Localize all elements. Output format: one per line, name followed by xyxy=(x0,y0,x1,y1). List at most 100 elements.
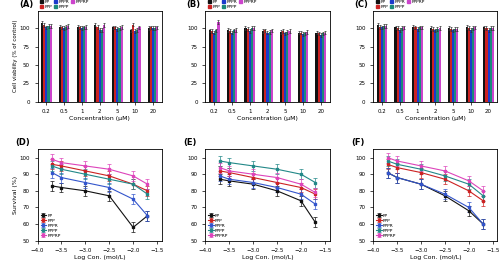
X-axis label: Concentration (μM): Concentration (μM) xyxy=(69,116,130,121)
Bar xyxy=(235,30,238,102)
Bar xyxy=(43,25,46,102)
Bar xyxy=(264,31,266,102)
Bar xyxy=(386,26,388,102)
Bar xyxy=(233,31,235,102)
Bar xyxy=(474,27,476,102)
Bar xyxy=(300,33,302,102)
Bar xyxy=(132,24,134,102)
Bar xyxy=(114,27,116,102)
Bar xyxy=(416,29,418,102)
Bar xyxy=(488,30,490,102)
Bar xyxy=(148,28,150,102)
Bar xyxy=(156,27,158,102)
Bar xyxy=(248,31,251,102)
Bar xyxy=(282,31,284,102)
Text: (D): (D) xyxy=(15,139,30,148)
Bar xyxy=(226,30,229,102)
Bar xyxy=(94,24,96,102)
Bar xyxy=(381,27,383,102)
Bar xyxy=(50,26,51,102)
Bar xyxy=(63,28,65,102)
Bar xyxy=(376,25,379,102)
Text: (E): (E) xyxy=(183,139,196,148)
Bar xyxy=(59,27,61,102)
Bar xyxy=(452,31,454,102)
Bar xyxy=(211,31,213,102)
Bar xyxy=(229,31,231,102)
Bar xyxy=(468,28,470,102)
Bar xyxy=(316,33,318,102)
Bar xyxy=(288,31,290,102)
Bar xyxy=(324,33,326,102)
Bar xyxy=(251,28,253,102)
Bar xyxy=(154,28,156,102)
Bar xyxy=(266,33,268,102)
Bar xyxy=(302,34,304,102)
Legend: FP, FPP, FPPR, FPPP, FPPRP: FP, FPP, FPPR, FPPP, FPPRP xyxy=(40,213,62,239)
Bar xyxy=(456,29,458,102)
Bar xyxy=(103,25,105,102)
Bar xyxy=(83,27,85,102)
Legend: FP, FPP, FPPR, FPPP, FPPRP: FP, FPP, FPPR, FPPP, FPPRP xyxy=(40,0,90,9)
Bar xyxy=(492,28,494,102)
Text: (C): (C) xyxy=(354,0,368,9)
Bar xyxy=(486,28,488,102)
Bar xyxy=(470,30,472,102)
Bar xyxy=(403,27,405,102)
Bar xyxy=(253,28,255,102)
Text: (B): (B) xyxy=(186,0,201,9)
Bar xyxy=(150,27,152,102)
Bar xyxy=(306,32,308,102)
Bar xyxy=(231,33,233,102)
Legend: FP, FPP, FPPR, FPPP, FPPRP: FP, FPP, FPPR, FPPP, FPPRP xyxy=(208,0,257,9)
Y-axis label: Survival (%): Survival (%) xyxy=(13,176,18,214)
X-axis label: Log Con. (mol/L): Log Con. (mol/L) xyxy=(242,255,294,260)
Bar xyxy=(304,33,306,102)
Bar xyxy=(41,23,43,102)
Bar xyxy=(401,28,403,102)
Bar xyxy=(396,28,399,102)
Bar xyxy=(46,27,48,102)
Bar xyxy=(490,28,492,102)
Bar xyxy=(61,27,63,102)
Bar xyxy=(262,31,264,102)
Bar xyxy=(85,27,87,102)
Bar xyxy=(81,28,83,102)
Legend: FP, FPP, FPPR, FPPP, FPPRP: FP, FPP, FPPR, FPPP, FPPRP xyxy=(376,0,425,9)
Bar xyxy=(152,28,154,102)
Bar xyxy=(209,31,211,102)
Bar xyxy=(120,27,123,102)
Bar xyxy=(136,30,138,102)
Bar xyxy=(48,26,50,102)
Bar xyxy=(96,27,98,102)
Bar xyxy=(414,27,416,102)
Bar xyxy=(130,31,132,102)
Bar xyxy=(484,27,486,102)
Legend: FP, FPP, FPPR, FPPP, FPPRP: FP, FPP, FPPR, FPPP, FPPRP xyxy=(376,213,397,239)
Bar xyxy=(100,30,103,102)
Bar xyxy=(98,30,100,102)
Bar xyxy=(116,29,118,102)
Bar xyxy=(320,35,322,102)
Bar xyxy=(438,28,440,102)
Bar xyxy=(138,27,140,102)
Bar xyxy=(412,27,414,102)
Y-axis label: Cell viability (% of control): Cell viability (% of control) xyxy=(13,20,18,92)
Bar xyxy=(76,27,78,102)
Bar xyxy=(112,27,114,102)
Bar xyxy=(421,27,423,102)
Bar xyxy=(218,22,220,102)
X-axis label: Concentration (μM): Concentration (μM) xyxy=(237,116,298,121)
X-axis label: Concentration (μM): Concentration (μM) xyxy=(405,116,466,121)
Bar xyxy=(399,30,401,102)
Bar xyxy=(298,33,300,102)
Bar xyxy=(213,33,216,102)
Bar xyxy=(216,31,218,102)
Bar xyxy=(68,26,70,102)
Bar xyxy=(454,29,456,102)
Bar xyxy=(270,31,273,102)
Bar xyxy=(318,33,320,102)
Bar xyxy=(430,28,432,102)
Bar xyxy=(118,28,120,102)
Text: (A): (A) xyxy=(19,0,33,9)
